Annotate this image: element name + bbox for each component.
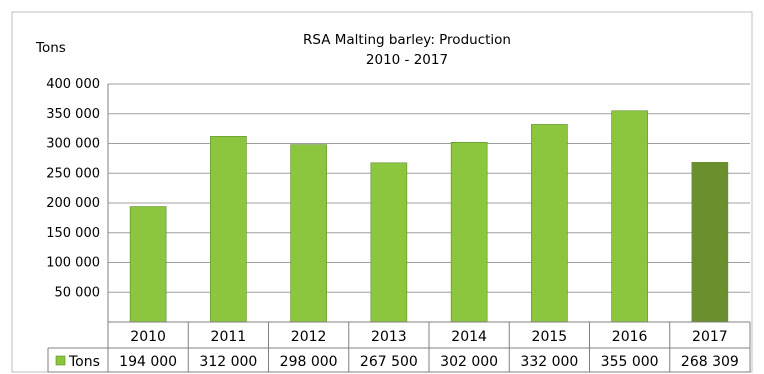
x-tick-label: 2017 [692,329,728,345]
data-label: 194 000 [119,354,177,370]
bar-2016 [611,110,648,323]
y-tick-label: 350 000 [46,107,100,122]
legend-label: Tons [68,354,100,370]
y-tick-label: 100 000 [46,256,100,271]
y-tick-label: 50 000 [55,285,101,300]
y-tick-label: 150 000 [46,226,100,241]
data-label: 312 000 [199,354,257,370]
x-tick-label: 2016 [612,329,648,345]
data-label: 298 000 [280,354,338,370]
x-tick-label: 2015 [532,329,568,345]
x-tick-label: 2010 [130,329,166,345]
data-label: 355 000 [601,354,659,370]
y-tick-label: 200 000 [46,196,100,211]
y-axis-label: Tons [35,40,66,56]
x-tick-label: 2011 [211,329,247,345]
bar-2014 [450,142,488,323]
bar-2010 [129,206,167,323]
data-label: 267 500 [360,354,418,370]
bar-2015 [531,124,568,323]
bar-2013 [370,162,408,323]
bar-2012 [290,144,327,323]
x-tick-label: 2013 [371,329,407,345]
data-label: 268 309 [681,354,739,370]
x-tick-label: 2014 [451,329,487,345]
bar-2017 [691,162,729,323]
data-table: 2010 194 000 2011 312 000 2012 298 000 2013 267… [47,321,751,373]
chart-title: RSA Malting barley: Production [303,32,511,48]
chart-subtitle: 2010 - 2017 [366,52,448,68]
bar-2011 [210,136,247,323]
data-label: 302 000 [440,354,498,370]
y-tick-label: 250 000 [46,166,100,181]
y-tick-label: 400 000 [46,77,100,92]
bars [129,110,729,323]
y-axis-ticks: 50 000 100 000 150 000 200 000 250 000 300 00… [46,77,100,300]
data-label: 332 000 [520,354,578,370]
x-tick-label: 2012 [291,329,327,345]
y-tick-label: 300 000 [46,137,100,152]
legend-swatch [55,355,66,366]
